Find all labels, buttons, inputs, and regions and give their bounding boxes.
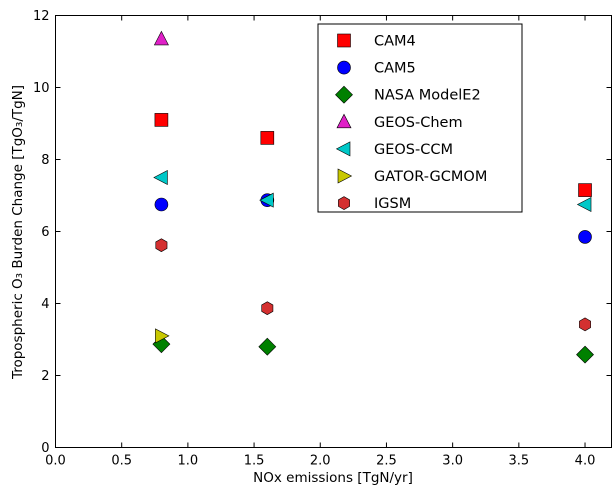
point-cam4 <box>154 113 169 127</box>
legend-marker-cam5 <box>337 60 351 75</box>
x-tick-label: 1.0 <box>178 454 199 469</box>
y-tick-label: 4 <box>41 297 49 312</box>
point-cam5 <box>578 230 592 244</box>
legend-label-cam5: CAM5 <box>374 61 416 77</box>
legend-marker-nasa-modele2 <box>335 85 353 104</box>
legend-marker-geos-ccm <box>335 141 351 157</box>
point-nasa-modele2 <box>576 345 594 364</box>
x-tick-label: 2.0 <box>310 454 331 469</box>
legend-box <box>317 23 523 213</box>
legend-label-geos-ccm: GEOS-CCM <box>374 142 453 158</box>
legend-marker-cam4 <box>337 33 351 48</box>
point-geos-ccm <box>576 197 592 212</box>
legend-marker-gator-gcmom <box>337 168 353 184</box>
point-cam5 <box>154 197 169 212</box>
legend-marker-geos-chem <box>336 113 352 129</box>
legend-label-cam4: CAM4 <box>374 34 416 50</box>
legend-label-geos-chem: GEOS-Chem <box>374 115 463 131</box>
y-tick-label: 6 <box>41 225 49 240</box>
x-tick-label: 1.5 <box>244 454 265 469</box>
y-axis-label: Tropospheric O₃ Burden Change [TgO₃/TgN] <box>10 85 26 380</box>
point-cam4 <box>260 131 275 145</box>
point-igsm <box>261 301 274 316</box>
point-nasa-modele2 <box>258 337 277 356</box>
x-tick-label: 3.5 <box>508 454 529 469</box>
x-tick-label: 0.5 <box>111 454 132 469</box>
point-geos-ccm <box>259 192 274 208</box>
x-tick-label: 4.0 <box>575 454 596 469</box>
legend-label-nasa-modele2: NASA ModelE2 <box>374 88 481 104</box>
data-markers <box>152 30 594 364</box>
legend-label-igsm: IGSM <box>374 196 411 212</box>
point-geos-ccm <box>153 170 168 185</box>
point-gator-gcmom <box>155 328 170 344</box>
y-tick-label: 2 <box>41 369 49 384</box>
y-tick-label: 8 <box>41 153 49 168</box>
x-tick-label: 3.0 <box>442 454 463 469</box>
x-tick-label: 2.5 <box>376 454 397 469</box>
axes: 0.0 0.5 1.0 1.5 2.0 2.5 3.0 3.5 4.0 0 2 4 6 8 10 12 <box>33 9 612 469</box>
point-cam4 <box>578 183 592 197</box>
legend-label-gator-gcmom: GATOR-GCMOM <box>374 169 487 185</box>
point-igsm <box>579 317 591 332</box>
point-geos-chem <box>153 30 169 46</box>
point-igsm <box>155 238 168 253</box>
x-tick-label: 0.0 <box>45 454 66 469</box>
y-tick-label: 12 <box>33 9 50 24</box>
legend-marker-igsm <box>338 196 350 210</box>
legend: CAM4 CAM5 NASA ModelE2 GEOS-Chem GEOS-CCM GAT… <box>317 23 523 213</box>
y-tick-label: 0 <box>41 441 49 456</box>
y-tick-label: 10 <box>33 81 50 96</box>
x-axis-label: NOx emissions [TgN/yr] <box>253 470 413 486</box>
